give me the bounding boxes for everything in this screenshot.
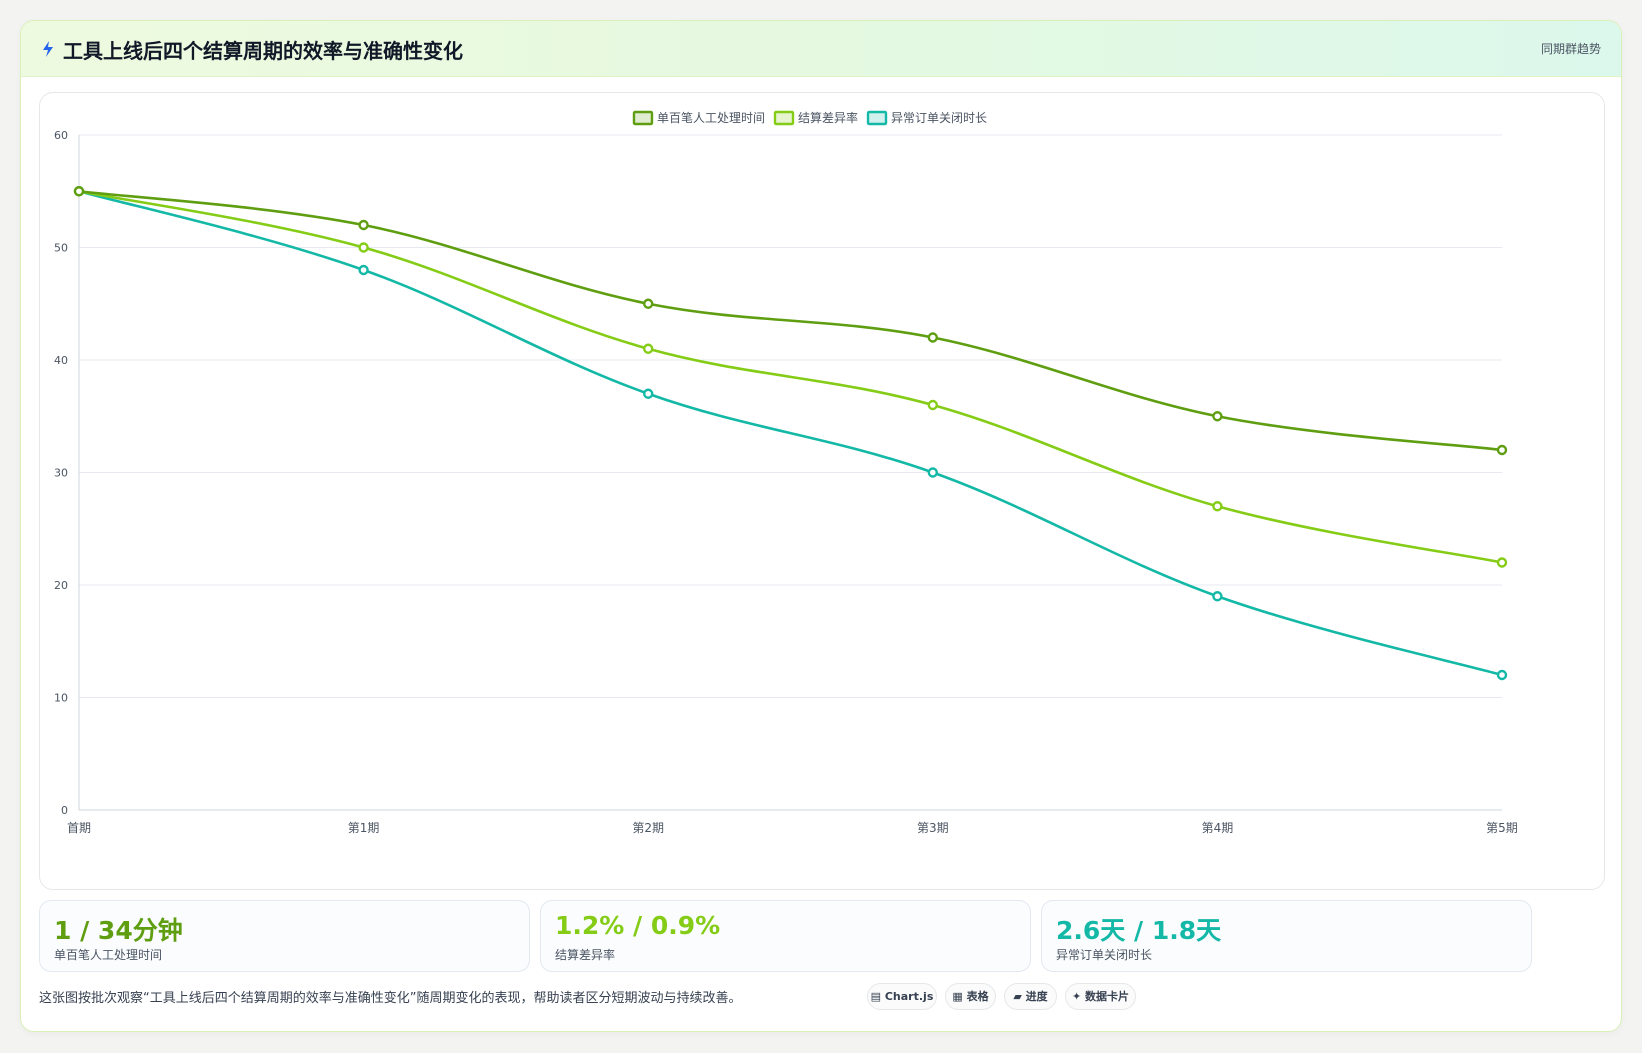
legend-item[interactable]: 结算差异率 — [773, 110, 858, 126]
data-point — [1212, 501, 1223, 512]
data-point — [643, 388, 654, 399]
x-tick-label: 第1期 — [348, 821, 380, 835]
stat-card-manual-time: 1 / 34分钟 单百笔人工处理时间 — [39, 900, 530, 972]
y-tick-label: 50 — [54, 242, 68, 255]
y-tick-label: 20 — [54, 579, 68, 592]
card-header: 工具上线后四个结算周期的效率与准确性变化 同期群趋势 — [21, 21, 1621, 77]
chip-label: 数据卡片 — [1085, 990, 1130, 1003]
data-point — [1496, 444, 1508, 456]
data-point — [358, 264, 369, 276]
stat-cards: 1 / 34分钟 单百笔人工处理时间 1.2% / 0.9% 结算差异率 2.6… — [39, 900, 1605, 972]
data-point — [358, 242, 369, 253]
series-line — [78, 189, 1503, 677]
chip-label: Chart.js — [884, 990, 934, 1003]
chip-progress[interactable]: ▰ 进度 — [1004, 983, 1057, 1010]
stat-label: 结算差异率 — [555, 948, 616, 962]
x-tick-label: 首期 — [67, 821, 91, 835]
legend-label: 单百笔人工处理时间 — [657, 110, 765, 125]
series-lines — [73, 186, 1508, 681]
progress-icon: ▰ — [1013, 990, 1022, 1003]
chart-title: 工具上线后四个结算周期的效率与准确性变化 — [63, 39, 463, 63]
chip-table[interactable]: ▦ 表格 — [945, 983, 996, 1010]
chip-chartjs[interactable]: ▤ Chart.js — [867, 983, 937, 1010]
stat-value: 2.6天 / 1.8天 — [1056, 916, 1222, 945]
data-point — [927, 399, 938, 411]
series-line — [78, 189, 1503, 564]
y-tick-label: 0 — [61, 804, 68, 817]
lightning-icon — [43, 41, 53, 57]
data-point — [643, 298, 654, 309]
trend-tag: 同期群趋势 — [1540, 42, 1601, 56]
table-icon: ▦ — [952, 990, 963, 1003]
chart-panel: 0 10 20 30 40 50 60 首期 第1期 第2期 第3期 第4期 第5期 单百笔人工处理时间… — [39, 92, 1605, 890]
sparkle-icon: ✦ — [1071, 990, 1082, 1003]
data-point — [927, 332, 938, 343]
data-point — [358, 219, 369, 231]
stat-label: 单百笔人工处理时间 — [54, 948, 163, 962]
legend[interactable]: 单百笔人工处理时间 结算差异率 异常订单关闭时长 — [632, 110, 987, 126]
data-point — [1496, 669, 1508, 681]
legend-swatch — [632, 110, 654, 126]
data-point — [73, 186, 85, 197]
legend-label: 异常订单关闭时长 — [891, 111, 987, 125]
chart-card: 工具上线后四个结算周期的效率与准确性变化 同期群趋势 0 10 20 30 40 50 60… — [20, 20, 1622, 1032]
data-point — [643, 343, 654, 354]
stat-label: 异常订单关闭时长 — [1056, 948, 1153, 962]
series-line — [78, 189, 1503, 452]
x-tick-label: 第4期 — [1202, 821, 1234, 835]
y-tick-label: 60 — [54, 129, 68, 142]
data-point — [1212, 591, 1223, 602]
line-chart: 0 10 20 30 40 50 60 首期 第1期 第2期 第3期 第4期 第5期 单百笔人工处理时间… — [54, 110, 1518, 835]
x-tick-label: 第3期 — [917, 821, 949, 835]
stat-card-close-time: 2.6天 / 1.8天 异常订单关闭时长 — [1041, 900, 1532, 972]
chip-label: 进度 — [1025, 990, 1048, 1003]
chip-data-card[interactable]: ✦ 数据卡片 — [1065, 983, 1136, 1010]
legend-label: 结算差异率 — [798, 110, 858, 125]
y-tick-label: 30 — [54, 467, 68, 480]
footnote: 这张图按批次观察“工具上线后四个结算周期的效率与准确性变化”随周期变化的表现，帮… — [39, 991, 742, 1006]
x-tick-label: 第5期 — [1486, 821, 1518, 835]
legend-swatch — [773, 110, 795, 126]
y-tick-label: 10 — [54, 692, 68, 705]
legend-item[interactable]: 异常订单关闭时长 — [866, 110, 987, 126]
legend-swatch — [866, 110, 888, 126]
y-tick-label: 40 — [54, 354, 68, 367]
grid-lines — [79, 134, 1502, 811]
stat-card-diff-rate: 1.2% / 0.9% 结算差异率 — [540, 900, 1031, 972]
legend-item[interactable]: 单百笔人工处理时间 — [632, 110, 765, 126]
data-point — [1212, 411, 1223, 422]
data-point — [927, 467, 938, 478]
stat-value: 1.2% / 0.9% — [555, 911, 721, 940]
axes: 0 10 20 30 40 50 60 首期 第1期 第2期 第3期 第4期 第5期 — [54, 129, 1518, 835]
stat-value: 1 / 34分钟 — [54, 916, 183, 945]
data-point — [1496, 557, 1508, 568]
x-tick-label: 第2期 — [632, 821, 664, 835]
chart-icon: ▤ — [870, 990, 882, 1003]
chip-label: 表格 — [966, 990, 989, 1003]
